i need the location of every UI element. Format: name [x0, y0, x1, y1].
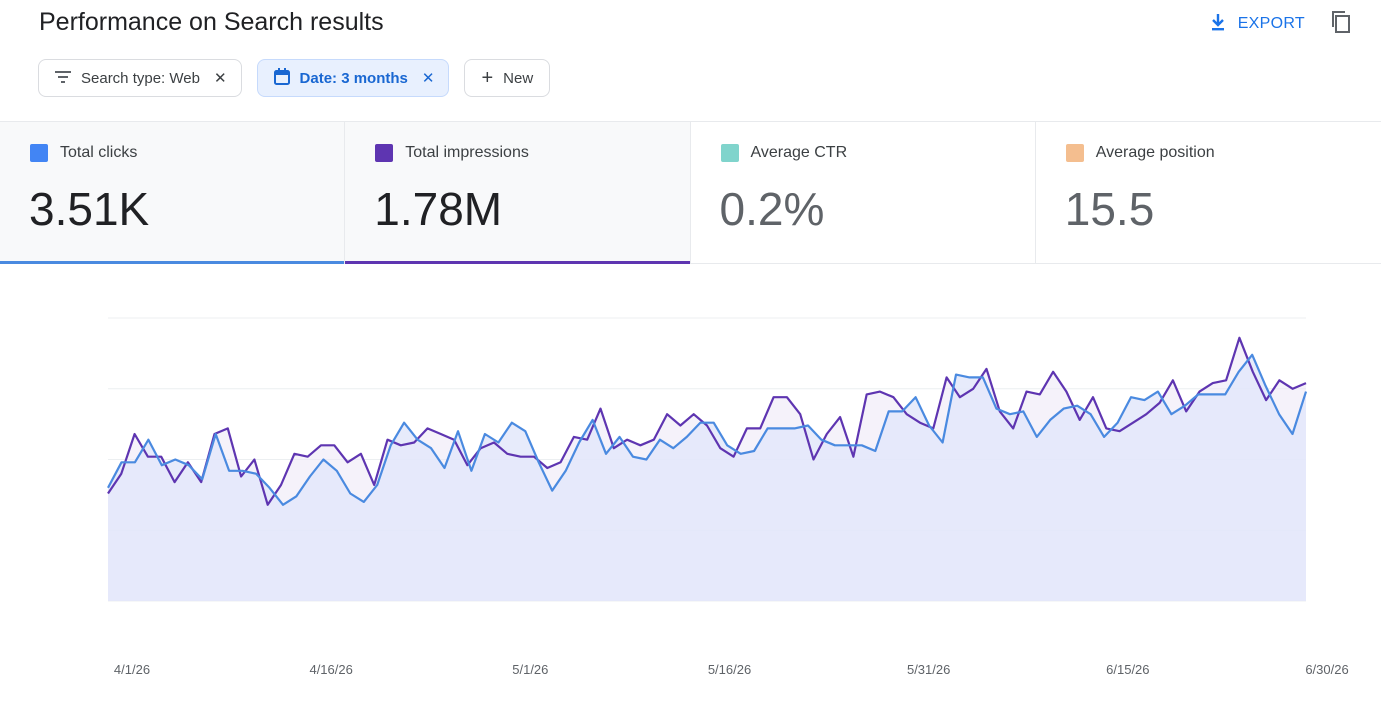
x-tick-label: 4/1/26: [114, 662, 150, 677]
search-type-label: Search type: Web: [81, 69, 200, 87]
new-filter-label: New: [503, 69, 534, 87]
metric-value: 1.78M: [374, 183, 503, 235]
metric-cards: Total clicks 3.51K Total impressions 1.7…: [0, 121, 1381, 264]
filter-bar: Search type: Web ✕ Date: 3 months ✕ + Ne…: [38, 59, 551, 97]
plus-icon: +: [481, 67, 494, 89]
filter-icon: [55, 70, 71, 87]
x-tick-label: 6/30/26: [1305, 662, 1348, 677]
checkbox-icon[interactable]: [720, 144, 739, 162]
metric-underline: [345, 261, 690, 264]
x-tick-label: 5/16/26: [708, 662, 751, 677]
metric-average-position[interactable]: Average position 15.5: [1036, 122, 1381, 264]
export-label: EXPORT: [1237, 15, 1305, 32]
metric-label: Total impressions: [405, 144, 529, 161]
series-area: [108, 354, 1306, 601]
page-title: Performance on Search results: [39, 8, 384, 36]
copy-link-button[interactable]: [1329, 10, 1353, 38]
series-line: [107, 353, 1308, 506]
search-type-chip[interactable]: Search type: Web ✕: [38, 59, 242, 97]
performance-chart: 4/1/26 4/16/26 5/1/26 5/16/26 5/31/26 6/15/26…: [0, 300, 1381, 702]
series-line: [107, 336, 1307, 506]
metric-label: Average CTR: [750, 144, 848, 161]
calendar-icon: [273, 67, 290, 89]
metric-value: 0.2%: [719, 183, 825, 235]
metric-label: Average position: [1095, 144, 1215, 161]
new-filter-button[interactable]: + New: [464, 59, 551, 97]
x-tick-label: 5/31/26: [907, 662, 950, 677]
chart-svg: 4/1/26 4/16/26 5/1/26 5/16/26 5/31/26 6/15/26…: [107, 317, 1349, 677]
x-tick-label: 6/15/26: [1106, 662, 1149, 677]
metric-label: Total clicks: [60, 144, 138, 161]
metric-value: 3.51K: [29, 183, 150, 235]
metric-average-ctr[interactable]: Average CTR 0.2%: [691, 122, 1036, 264]
checkbox-icon[interactable]: [30, 144, 48, 162]
header-actions: EXPORT: [1210, 10, 1353, 38]
date-label: Date: 3 months: [299, 69, 408, 87]
download-icon: [1210, 13, 1226, 36]
close-icon[interactable]: ✕: [213, 70, 227, 87]
checkbox-icon[interactable]: [375, 144, 394, 162]
close-icon[interactable]: ✕: [421, 70, 435, 87]
metric-total-clicks[interactable]: Total clicks 3.51K: [0, 122, 346, 264]
x-tick-label: 4/16/26: [309, 662, 352, 677]
copy-icon: [1330, 10, 1352, 39]
date-chip[interactable]: Date: 3 months ✕: [256, 59, 450, 97]
export-button[interactable]: EXPORT: [1210, 13, 1305, 36]
checkbox-icon[interactable]: [1065, 144, 1084, 162]
metric-value: 15.5: [1064, 183, 1155, 235]
x-tick-label: 5/1/26: [512, 662, 548, 677]
metric-total-impressions[interactable]: Total impressions 1.78M: [345, 122, 691, 264]
metric-underline: [0, 261, 345, 264]
